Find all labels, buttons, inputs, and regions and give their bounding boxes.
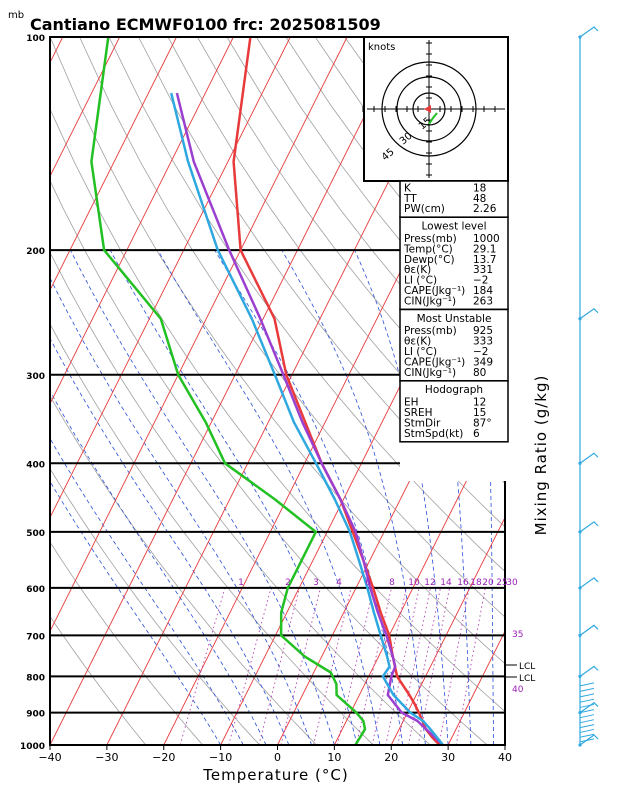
pressure-tick-label: 400 — [26, 460, 45, 470]
x-tick-label: −10 — [209, 751, 232, 764]
wind-barb — [580, 720, 594, 723]
wind-barbs — [578, 27, 598, 747]
pressure-unit-label: mb — [8, 10, 24, 21]
wind-barb — [580, 625, 598, 635]
x-tick-label: −30 — [95, 751, 118, 764]
most-unstable-label: CIN(Jkg⁻¹) — [404, 367, 456, 379]
mixing-ratio-label: 2 — [285, 578, 291, 588]
wind-barb — [580, 683, 594, 686]
dry-adiabat — [0, 37, 317, 745]
dry-adiabat — [0, 37, 146, 745]
mixing-ratio-label: 30 — [506, 578, 518, 588]
isotherm — [0, 37, 6, 745]
wind-barb — [580, 699, 594, 702]
pressure-tick-label: 200 — [26, 247, 45, 257]
mixing-ratio-line — [229, 588, 271, 745]
wind-barb — [580, 578, 598, 588]
wind-barb — [580, 666, 598, 676]
x-tick-label: 40 — [498, 751, 512, 764]
moist-adiabat — [0, 250, 266, 745]
most-unstable-value: 80 — [473, 367, 486, 379]
x-tick-label: 10 — [327, 751, 341, 764]
isotherm — [0, 37, 120, 745]
mixing-ratio-line — [456, 588, 485, 745]
wind-barb — [580, 694, 594, 697]
moist-adiabat — [110, 250, 357, 745]
moist-adiabat — [70, 250, 334, 745]
moist-adiabat — [0, 250, 243, 745]
lowest-level-value: 263 — [473, 295, 493, 307]
pressure-tick-label: 900 — [26, 710, 45, 720]
wind-barb — [580, 715, 594, 718]
pressure-tick-label: 600 — [26, 585, 45, 595]
most-unstable-title: Most Unstable — [417, 313, 492, 325]
hodograph-index-title: Hodograph — [425, 384, 483, 396]
mixing-ratio-label: 6 — [365, 578, 371, 588]
chart-title: Cantiano ECMWF0100 frc: 2025081509 — [30, 15, 381, 34]
pressure-tick-label: 100 — [26, 34, 45, 44]
moist-adiabat — [158, 250, 380, 745]
x-tick-label: 0 — [274, 751, 281, 764]
mixing-ratio-label: 14 — [440, 578, 452, 588]
mixing-ratio-label: 16 — [457, 578, 469, 588]
isotherm — [50, 37, 404, 745]
mixing-ratio-label: 20 — [482, 578, 494, 588]
x-tick-label: −20 — [152, 751, 175, 764]
pressure-tick-label: 300 — [26, 372, 45, 382]
mixing-ratio-label: 8 — [389, 578, 395, 588]
mixing-ratio-line — [337, 588, 373, 745]
dry-adiabat — [551, 37, 618, 745]
lcl-label: LCL — [519, 662, 535, 672]
hodograph-unit-label: knots — [368, 42, 395, 53]
x-tick-label: 20 — [384, 751, 398, 764]
wind-barb — [580, 725, 594, 728]
theta-e-label: 40 — [512, 685, 524, 695]
mixing-ratio-label: 10 — [408, 578, 420, 588]
hodograph-index-value: 6 — [473, 428, 480, 440]
dry-adiabat — [492, 37, 618, 745]
mixing-ratio-label: 4 — [336, 578, 342, 588]
x-tick-label: −40 — [38, 751, 61, 764]
mixing-ratio-label: 1 — [238, 578, 244, 588]
x-tick-label: 30 — [441, 751, 455, 764]
pressure-tick-label: 800 — [26, 673, 45, 683]
mixing-ratio-line — [439, 588, 469, 745]
pressure-tick-label: 500 — [26, 529, 45, 539]
wind-barb — [580, 729, 594, 732]
lcl-label: LCL — [519, 674, 535, 684]
wind-barb — [580, 309, 598, 319]
lowest-level-title: Lowest level — [421, 221, 486, 233]
mixing-ratio-line — [180, 588, 225, 745]
mixing-ratio-label: 18 — [470, 578, 482, 588]
x-axis-label: Temperature (°C) — [202, 766, 348, 784]
wind-barb — [580, 688, 594, 691]
lowest-level-label: CIN(Jkg⁻¹) — [404, 295, 456, 307]
mixing-ratio-axis-label: Mixing Ratio (g/kg) — [532, 375, 550, 536]
wind-barb — [580, 27, 598, 37]
index-label: PW(cm) — [404, 203, 445, 215]
theta-e-label: 35 — [512, 630, 523, 640]
index-value: 2.26 — [473, 203, 497, 215]
hodograph-index-label: StmSpd(kt) — [404, 428, 463, 440]
wind-barb — [580, 522, 598, 532]
mixing-ratio-label: 3 — [313, 578, 319, 588]
mixing-ratio-label: 12 — [424, 578, 435, 588]
wind-barb — [580, 453, 598, 463]
pressure-tick-label: 700 — [26, 632, 45, 642]
